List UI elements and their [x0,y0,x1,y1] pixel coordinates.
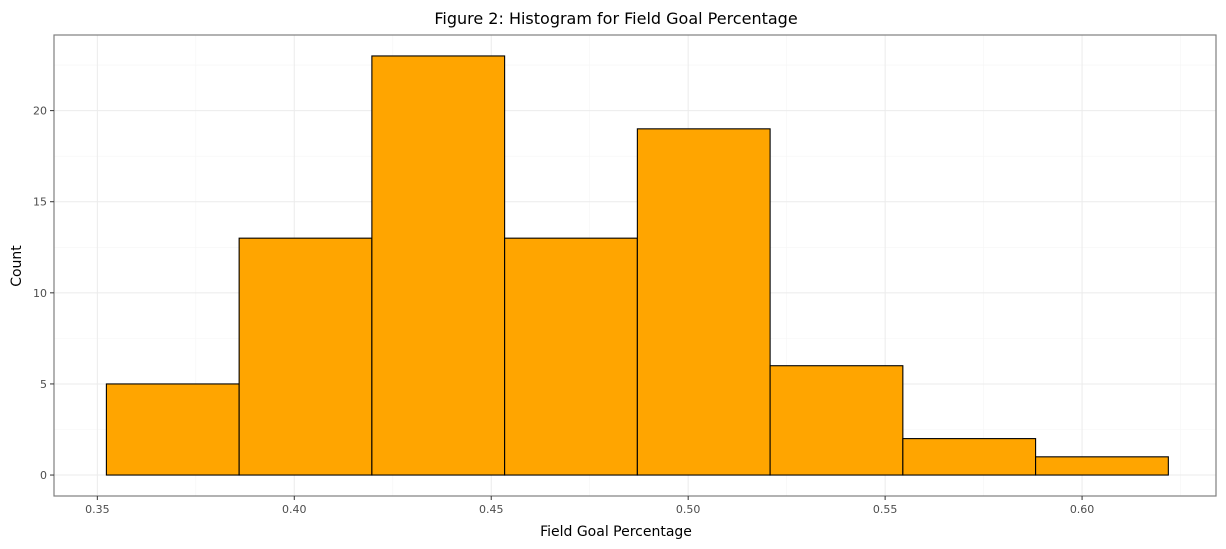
histogram-bar-3 [371,55,506,476]
x-tick-label: 0.55 [873,503,898,516]
x-axis: 0.35 0.40 0.45 0.50 0.55 0.60 [85,496,1094,516]
plot-panel-border [53,34,1217,497]
x-tick-label: 0.60 [1070,503,1095,516]
y-tick-label: 15 [33,196,47,209]
histogram-bar-8 [1035,456,1169,476]
x-tick-label: 0.45 [479,503,504,516]
y-axis: 0 5 10 15 20 [33,105,54,482]
histogram-bar-6 [769,365,904,476]
histogram-bar-4 [504,237,638,476]
x-tick-label: 0.35 [85,503,110,516]
y-tick-label: 0 [40,469,47,482]
x-axis-title: Field Goal Percentage [540,524,692,540]
y-tick-label: 20 [33,105,47,118]
histogram-bar-7 [902,438,1037,476]
histogram-bar-2 [238,237,373,476]
histogram-bar-1 [105,383,240,476]
histogram-bar-5 [636,128,771,476]
x-tick-label: 0.50 [676,503,701,516]
y-tick-label: 5 [40,378,47,391]
x-tick-label: 0.40 [282,503,307,516]
y-axis-title: Count [9,245,25,287]
chart-title: Figure 2: Histogram for Field Goal Perce… [434,9,797,28]
histogram-bars [105,55,1169,476]
y-tick-label: 10 [33,287,47,300]
